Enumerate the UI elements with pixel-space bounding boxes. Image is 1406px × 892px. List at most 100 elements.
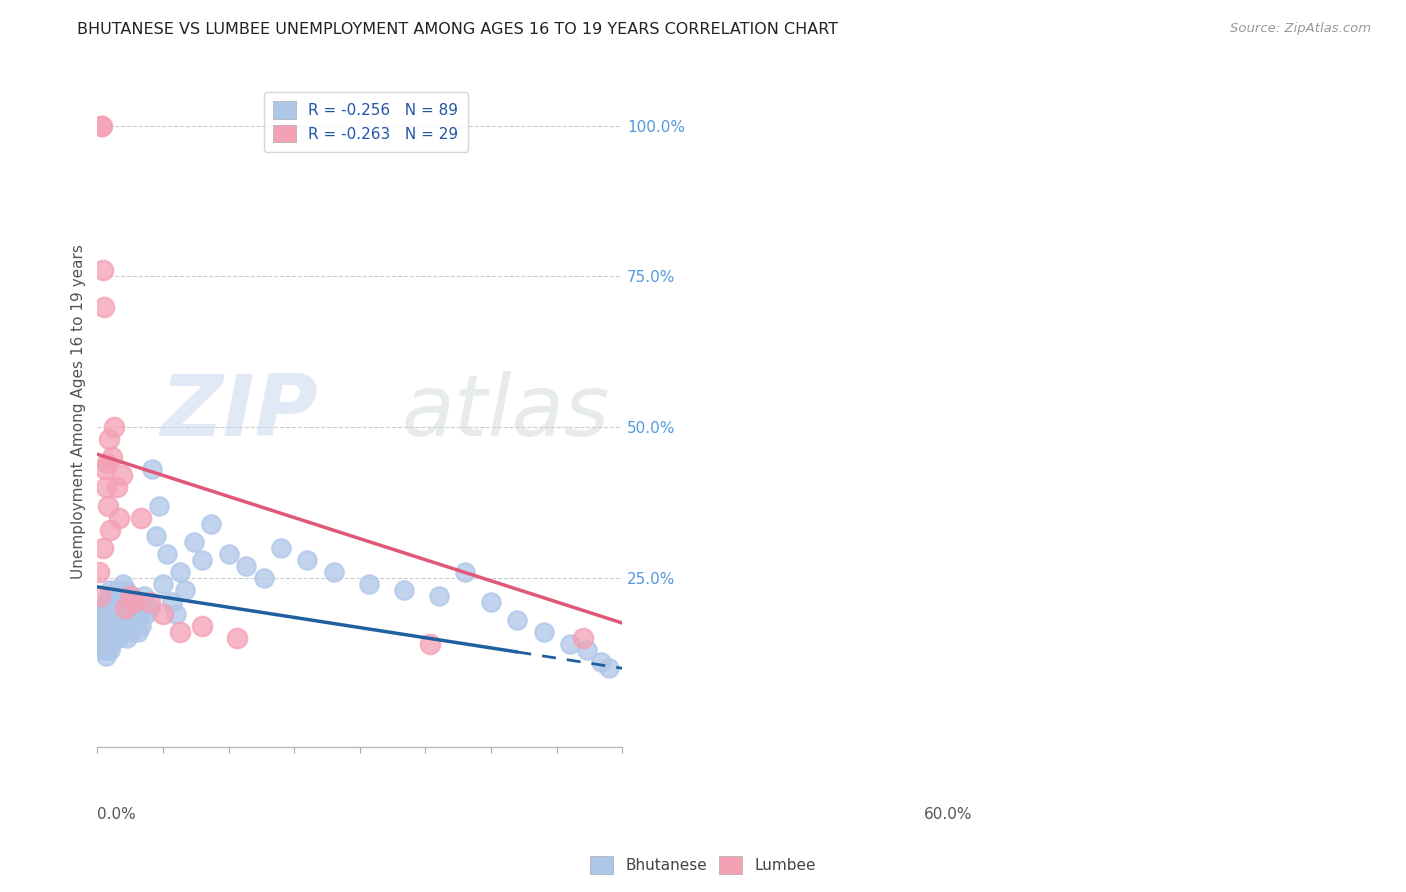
Point xyxy=(218,547,240,561)
Point xyxy=(104,595,127,609)
Point xyxy=(127,625,149,640)
Point xyxy=(152,607,174,621)
Point xyxy=(191,619,214,633)
Text: Source: ZipAtlas.com: Source: ZipAtlas.com xyxy=(1230,22,1371,36)
Point xyxy=(122,595,145,609)
Point xyxy=(454,565,477,579)
Point xyxy=(169,565,191,579)
Point xyxy=(558,637,581,651)
Point xyxy=(419,637,441,651)
Point xyxy=(506,613,529,627)
Point xyxy=(93,607,115,621)
Point xyxy=(107,582,129,597)
Point xyxy=(93,263,115,277)
Point xyxy=(129,510,152,524)
Point xyxy=(94,480,117,494)
Point xyxy=(533,625,555,640)
Point xyxy=(100,637,122,651)
Point xyxy=(108,601,131,615)
Point xyxy=(91,613,114,627)
Point xyxy=(105,619,128,633)
Point xyxy=(112,607,135,621)
Point xyxy=(108,613,131,627)
Point xyxy=(104,607,127,621)
Point xyxy=(87,619,110,633)
Point xyxy=(226,631,249,645)
Point xyxy=(101,625,124,640)
Point xyxy=(139,601,162,615)
Point xyxy=(94,601,117,615)
Point xyxy=(145,529,167,543)
Text: BHUTANESE VS LUMBEE UNEMPLOYMENT AMONG AGES 16 TO 19 YEARS CORRELATION CHART: BHUTANESE VS LUMBEE UNEMPLOYMENT AMONG A… xyxy=(77,22,838,37)
Point xyxy=(118,589,141,603)
Point xyxy=(100,631,122,645)
Point xyxy=(165,607,187,621)
Point xyxy=(148,499,170,513)
Point xyxy=(392,582,415,597)
Point xyxy=(90,601,112,615)
Text: 60.0%: 60.0% xyxy=(924,807,973,822)
Point xyxy=(115,582,138,597)
Point xyxy=(141,462,163,476)
Point xyxy=(97,625,120,640)
Point xyxy=(598,661,620,675)
Point xyxy=(107,631,129,645)
Point xyxy=(160,595,183,609)
Point xyxy=(427,589,450,603)
Point xyxy=(94,649,117,664)
Point xyxy=(135,607,157,621)
Point xyxy=(129,619,152,633)
Point xyxy=(169,625,191,640)
Point xyxy=(110,589,132,603)
Point xyxy=(97,589,120,603)
Text: atlas: atlas xyxy=(402,370,610,453)
Point xyxy=(93,643,115,657)
Point xyxy=(132,589,155,603)
Legend: Bhutanese, Lumbee: Bhutanese, Lumbee xyxy=(583,850,823,880)
Point xyxy=(357,577,380,591)
Point xyxy=(87,565,110,579)
Point xyxy=(97,432,120,446)
Point xyxy=(270,541,292,555)
Point xyxy=(322,565,344,579)
Point xyxy=(97,637,120,651)
Point xyxy=(191,553,214,567)
Point xyxy=(114,595,136,609)
Point xyxy=(90,119,112,133)
Text: ZIP: ZIP xyxy=(160,370,318,453)
Point xyxy=(94,625,117,640)
Point xyxy=(479,595,502,609)
Point xyxy=(152,577,174,591)
Point xyxy=(122,613,145,627)
Point xyxy=(89,637,111,651)
Point xyxy=(93,631,115,645)
Point xyxy=(96,595,118,609)
Point xyxy=(576,643,599,657)
Point xyxy=(101,619,124,633)
Point xyxy=(114,601,136,615)
Point xyxy=(101,450,124,465)
Point xyxy=(91,541,114,555)
Point xyxy=(235,558,257,573)
Point xyxy=(121,589,143,603)
Point xyxy=(94,643,117,657)
Point xyxy=(105,480,128,494)
Point xyxy=(183,534,205,549)
Point xyxy=(97,613,120,627)
Point xyxy=(117,601,139,615)
Point xyxy=(118,613,141,627)
Point xyxy=(252,571,274,585)
Point xyxy=(97,499,120,513)
Point xyxy=(93,300,115,314)
Point xyxy=(589,655,612,669)
Point xyxy=(111,625,134,640)
Point xyxy=(128,607,150,621)
Point xyxy=(94,462,117,476)
Point xyxy=(98,607,121,621)
Point xyxy=(90,607,112,621)
Point xyxy=(90,119,112,133)
Point xyxy=(111,468,134,483)
Point xyxy=(120,625,142,640)
Point xyxy=(91,637,114,651)
Y-axis label: Unemployment Among Ages 16 to 19 years: Unemployment Among Ages 16 to 19 years xyxy=(72,244,86,580)
